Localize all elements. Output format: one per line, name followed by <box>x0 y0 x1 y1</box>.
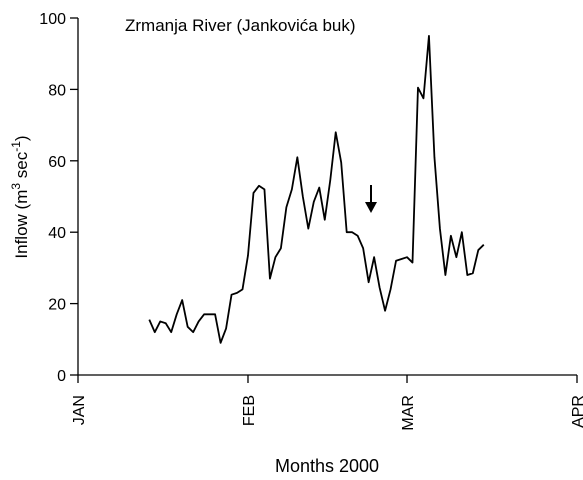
x-tick-label: FEB <box>241 395 258 426</box>
y-tick-label: 0 <box>57 368 66 385</box>
y-tick-label: 40 <box>48 225 66 242</box>
y-label-part: Inflow (m <box>12 190 31 259</box>
y-tick-label: 60 <box>48 154 66 171</box>
x-axis-label: Months 2000 <box>275 456 379 476</box>
y-label-part: sec <box>12 151 31 183</box>
y-axis-label: Inflow (m3 sec-1) <box>9 135 31 258</box>
chart-title: Zrmanja River (Jankovića buk) <box>125 16 356 35</box>
y-tick-label: 100 <box>39 11 66 28</box>
x-tick-label: APR <box>570 395 583 428</box>
data-line <box>148 34 485 344</box>
y-label-sup: 3 <box>9 183 23 190</box>
y-tick-label: 20 <box>48 297 66 314</box>
y-tick-label: 80 <box>48 82 66 99</box>
y-label-part: ) <box>12 135 31 141</box>
arrow <box>365 185 377 213</box>
y-label-sup: -1 <box>9 141 23 152</box>
x-tick-label: JAN <box>71 395 88 425</box>
x-tick-label: MAR <box>400 395 417 431</box>
